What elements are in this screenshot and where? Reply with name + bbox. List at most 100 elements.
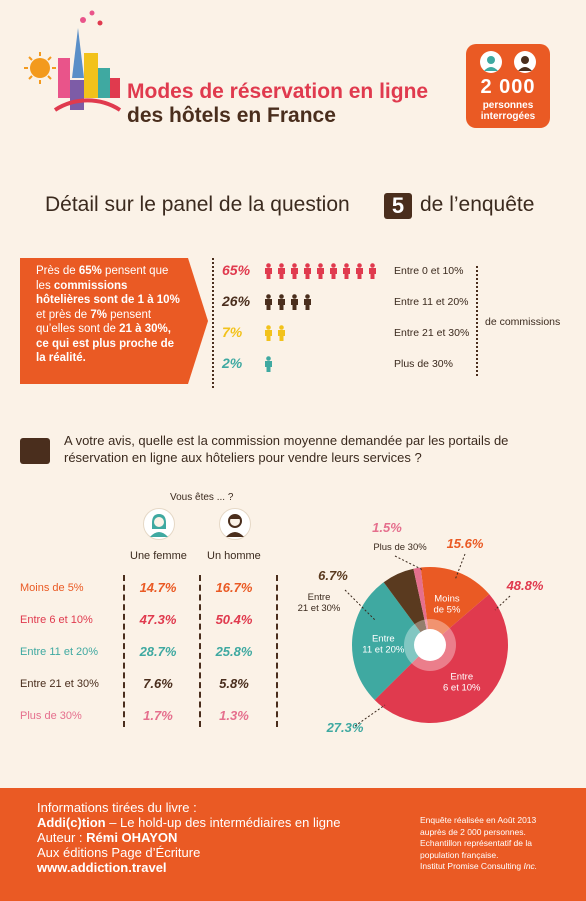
gender-table: Moins de 5% 14.7% 16.7% Entre 6 et 10% 47.3%… xyxy=(20,580,290,730)
person-icon xyxy=(303,293,312,310)
footer-website-link[interactable]: www.addiction.travel xyxy=(37,860,167,875)
table-cell-value: 1.3% xyxy=(219,708,249,723)
table-row-label: Entre 21 et 30% xyxy=(20,678,99,690)
person-icon xyxy=(303,262,312,279)
pie-value-label: 27.3% xyxy=(326,720,364,735)
pie-slice-label: 11 et 20% xyxy=(362,644,405,655)
pie-slice-label: Moins xyxy=(434,593,460,604)
bar-value-label: 26% xyxy=(222,293,251,309)
bar-icons xyxy=(264,355,277,373)
pie-slice-label: 21 et 30% xyxy=(298,603,341,614)
pie-slice-label: de 5% xyxy=(433,604,460,615)
pie-value-label: 1.5% xyxy=(372,520,402,535)
survey-question: A votre avis, quelle est la commission m… xyxy=(64,433,509,465)
pie-slice xyxy=(420,567,490,645)
pie-leader-line xyxy=(454,553,466,581)
table-cell-value: 7.6% xyxy=(143,676,173,691)
pie-slice xyxy=(374,594,508,723)
man-avatar-icon xyxy=(514,51,536,73)
table-cell-value: 50.4% xyxy=(215,612,253,627)
bar-value-label: 2% xyxy=(222,355,243,371)
col-woman-label: Une femme xyxy=(130,550,187,562)
bar-category-label: Entre 0 et 10% xyxy=(394,265,464,277)
divider-left xyxy=(212,258,214,388)
table-cell-value: 28.7% xyxy=(139,644,177,659)
person-icon xyxy=(277,262,286,279)
pie-value-label: 48.8% xyxy=(506,578,544,593)
table-row-label: Moins de 5% xyxy=(20,582,84,594)
person-icon xyxy=(290,262,299,279)
pie-value-label: 6.7% xyxy=(318,568,348,583)
divider-right xyxy=(476,266,478,376)
person-icon xyxy=(264,355,273,372)
table-row-label: Entre 6 et 10% xyxy=(20,614,93,626)
person-icon xyxy=(355,262,364,279)
respondents-badge: 2 000 personnes interrogées xyxy=(466,44,550,128)
respondents-label: personnes interrogées xyxy=(480,100,536,122)
bar-icons xyxy=(264,293,316,311)
bar-icons xyxy=(264,262,381,280)
pie-leader-line xyxy=(394,555,424,571)
pie-slice-label: Entre xyxy=(450,671,473,682)
bar-category-label: Plus de 30% xyxy=(394,358,453,370)
pie-leader-line xyxy=(344,589,376,621)
pie-slice-label: Plus de 30% xyxy=(373,542,427,553)
footer-band xyxy=(0,788,586,901)
pie-slice xyxy=(413,567,430,645)
pie-leader-line xyxy=(494,595,511,611)
table-row-label: Plus de 30% xyxy=(20,710,82,722)
bar-icons xyxy=(264,324,290,342)
pie-slice xyxy=(383,568,430,645)
footer-line2: Addi(c)tion – Le hold-up des intermédiai… xyxy=(37,815,341,830)
main-title-line1: Modes de réservation en ligne xyxy=(127,80,429,103)
commission-suffix-label: de commissions xyxy=(485,316,561,328)
person-icon xyxy=(342,262,351,279)
person-icon xyxy=(264,293,273,310)
pie-slice-label: Entre xyxy=(308,592,331,603)
section-title: Détail sur le panel de la question xyxy=(45,193,350,216)
footer-line3: Auteur : Rémi OHAYON xyxy=(37,830,178,845)
section-title-end: de l’enquête xyxy=(420,193,535,216)
person-icon xyxy=(264,324,273,341)
person-icon xyxy=(290,293,299,310)
table-divider-2 xyxy=(199,575,201,727)
person-icon xyxy=(316,262,325,279)
table-cell-value: 16.7% xyxy=(215,580,253,595)
man-icon xyxy=(219,508,251,540)
pie-leader-line xyxy=(354,704,386,727)
woman-icon xyxy=(143,508,175,540)
you-are-label: Vous êtes ... ? xyxy=(170,492,234,503)
person-icon xyxy=(368,262,377,279)
bar-value-label: 7% xyxy=(222,324,243,340)
woman-avatar-icon xyxy=(480,51,502,73)
pie-value-label: 15.6% xyxy=(447,536,484,551)
bar-value-label: 65% xyxy=(222,262,251,278)
person-icon xyxy=(264,262,273,279)
table-divider-1 xyxy=(123,575,125,727)
person-icon xyxy=(277,324,286,341)
question-number-box: 5 xyxy=(384,193,412,219)
table-cell-value: 25.8% xyxy=(215,644,253,659)
respondents-count: 2 000 xyxy=(480,76,536,98)
pie-center-hole xyxy=(414,629,446,661)
pie-slice-label: Entre xyxy=(372,633,395,644)
footer-survey-info: Enquête réalisée en Août 2013 auprès de 2… xyxy=(420,815,538,871)
table-divider-3 xyxy=(276,575,278,727)
pie-slice-label: 6 et 10% xyxy=(443,682,481,693)
person-icon xyxy=(277,293,286,310)
footer-book-info: Informations tirées du livre : Addi(c)ti… xyxy=(37,800,340,875)
summary-callout: Près de 65% pensent que les commissions … xyxy=(20,258,188,384)
bar-category-label: Entre 21 et 30% xyxy=(394,327,470,339)
table-cell-value: 1.7% xyxy=(143,708,173,723)
main-title-line2: des hôtels en France xyxy=(127,104,336,127)
col-man-label: Un homme xyxy=(207,550,261,562)
footer-line4: Aux éditions Page d’Écriture xyxy=(37,845,201,860)
table-cell-value: 14.7% xyxy=(139,580,177,595)
table-row-label: Entre 11 et 20% xyxy=(20,646,99,658)
table-cell-value: 5.8% xyxy=(219,676,249,691)
footer-line1: Informations tirées du livre : xyxy=(37,800,197,815)
pie-slice xyxy=(352,582,430,700)
paris-landmarks-logo xyxy=(24,10,122,112)
speech-bubble-icon xyxy=(20,438,50,464)
